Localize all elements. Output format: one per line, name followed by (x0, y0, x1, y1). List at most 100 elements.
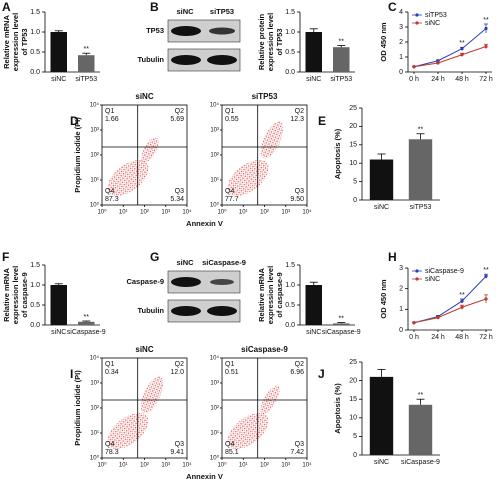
x-tick-label: 10⁴ (182, 209, 192, 216)
x-tick-label: 24 h (431, 76, 445, 83)
band (171, 277, 201, 287)
band (171, 55, 201, 65)
blot-strip (167, 19, 241, 43)
quadrant-value: 85.1 (225, 449, 239, 456)
y-tick-label: 15 (349, 142, 357, 149)
x-tick-label: siTP53 (410, 204, 432, 211)
point (436, 316, 440, 320)
lane-label: siNC (176, 258, 194, 267)
quadrant-value: 1.66 (105, 116, 119, 123)
y-axis-label: expression level (266, 266, 275, 324)
quadrant-label: Q3 (295, 188, 304, 195)
lane-label: siNC (176, 7, 194, 16)
point (484, 274, 488, 278)
x-tick-label: 10¹ (239, 463, 248, 469)
significance: ** (84, 46, 90, 53)
x-tick-label: siNC (306, 76, 321, 83)
quadrant-value: 5.69 (170, 116, 184, 123)
y-tick-label: 1.5 (285, 9, 295, 16)
y-tick-label: 1.5 (30, 262, 40, 269)
y-tick-label: 10² (210, 153, 219, 159)
lane-label: siCaspase-9 (202, 258, 246, 267)
panel-letter: H (388, 250, 397, 264)
quadrant-label: Q4 (225, 188, 234, 195)
significance: ** (339, 315, 345, 322)
blot: G siNC siCaspase-9 Caspase-9 Tubulin (126, 250, 246, 323)
quadrant-label: Q1 (105, 108, 114, 115)
y-tick-label: 10² (90, 153, 99, 159)
x-tick-label: siCaspase-9 (322, 329, 361, 336)
quadrant-label: Q1 (225, 361, 234, 368)
x-tick-label: 10⁰ (97, 209, 107, 216)
significance: ** (84, 314, 90, 321)
significance: ** (459, 292, 465, 299)
quadrant-value: 0.34 (105, 369, 119, 376)
x-tick-label: 0 h (409, 76, 419, 83)
dot-clouds (107, 121, 284, 449)
quadrant-label: Q4 (105, 188, 114, 195)
dot-cloud (227, 160, 269, 196)
x-tick-label: siCaspase-9 (67, 329, 106, 336)
panel-letter: A (2, 0, 11, 14)
lane-label: siTP53 (210, 7, 234, 16)
panel-letter: D (70, 114, 79, 128)
significance: ** (483, 267, 489, 274)
y-axis-label: Apoptosis (%) (333, 383, 342, 434)
x-tick-label: 10⁴ (302, 209, 312, 216)
panel-letter: I (70, 367, 73, 381)
panel-letter: F (2, 250, 9, 264)
significance: ** (418, 392, 424, 399)
legend-label: siCaspase-9 (425, 268, 464, 275)
quadrant-value: 12.3 (290, 116, 304, 123)
point (412, 321, 416, 325)
y-tick-label: 25 (349, 105, 357, 112)
band (209, 27, 235, 35)
legend-label: siNC (425, 20, 440, 27)
point (460, 305, 464, 309)
x-tick-label: 10¹ (119, 210, 128, 216)
x-tick-label: siNC (306, 329, 321, 336)
y-tick-label: 10 (349, 160, 357, 167)
y-tick-label: 20 (349, 123, 357, 130)
y-axis-label: OD 450 nm (379, 279, 388, 319)
significance: ** (418, 127, 424, 134)
x-tick-label: 10² (260, 210, 269, 216)
quadrant-value: 0.51 (225, 369, 239, 376)
y-tick-label: 0 (399, 69, 403, 76)
y-tick-label: 15 (349, 396, 357, 403)
significance: ** (339, 38, 345, 45)
band (171, 306, 201, 316)
y-tick-label: 10⁴ (90, 355, 100, 362)
series-line (413, 298, 487, 324)
point (436, 59, 440, 63)
x-tick-label: 10² (260, 463, 269, 469)
dot-cloud (141, 137, 159, 163)
y-tick-label: 1.0 (30, 282, 40, 289)
x-tick-label: siNC (374, 204, 389, 211)
y-tick-label: 10⁴ (210, 355, 220, 362)
y-tick-label: 1.5 (285, 262, 295, 269)
y-tick-label: 5 (353, 433, 357, 440)
y-axis-label: expression level (11, 266, 20, 324)
quadrant-value: 77.7 (225, 196, 239, 203)
quadrant-label: Q3 (175, 188, 184, 195)
y-tick-label: 0.5 (30, 302, 40, 309)
row-label: Caspase-9 (126, 277, 164, 286)
quadrant-label: Q2 (295, 108, 304, 115)
quadrant-label: Q4 (105, 441, 114, 448)
x-tick-label: siCaspase-9 (401, 459, 440, 466)
y-tick-label: 20 (349, 377, 357, 384)
y-tick-label: 10² (210, 406, 219, 412)
point (460, 47, 464, 51)
legend-label: siTP53 (425, 12, 447, 19)
quadrant-label: Q1 (225, 108, 234, 115)
legend-marker (415, 269, 419, 273)
x-tick-label: 10² (140, 463, 149, 469)
bar (333, 323, 350, 325)
x-tick-label: siTP53 (330, 76, 352, 83)
bar (369, 376, 394, 455)
plot-title: siNC (135, 92, 153, 101)
y-tick-label: 25 (349, 359, 357, 366)
x-axis-label: Annexin V (186, 472, 223, 481)
x-tick-label: 72 h (479, 334, 493, 341)
